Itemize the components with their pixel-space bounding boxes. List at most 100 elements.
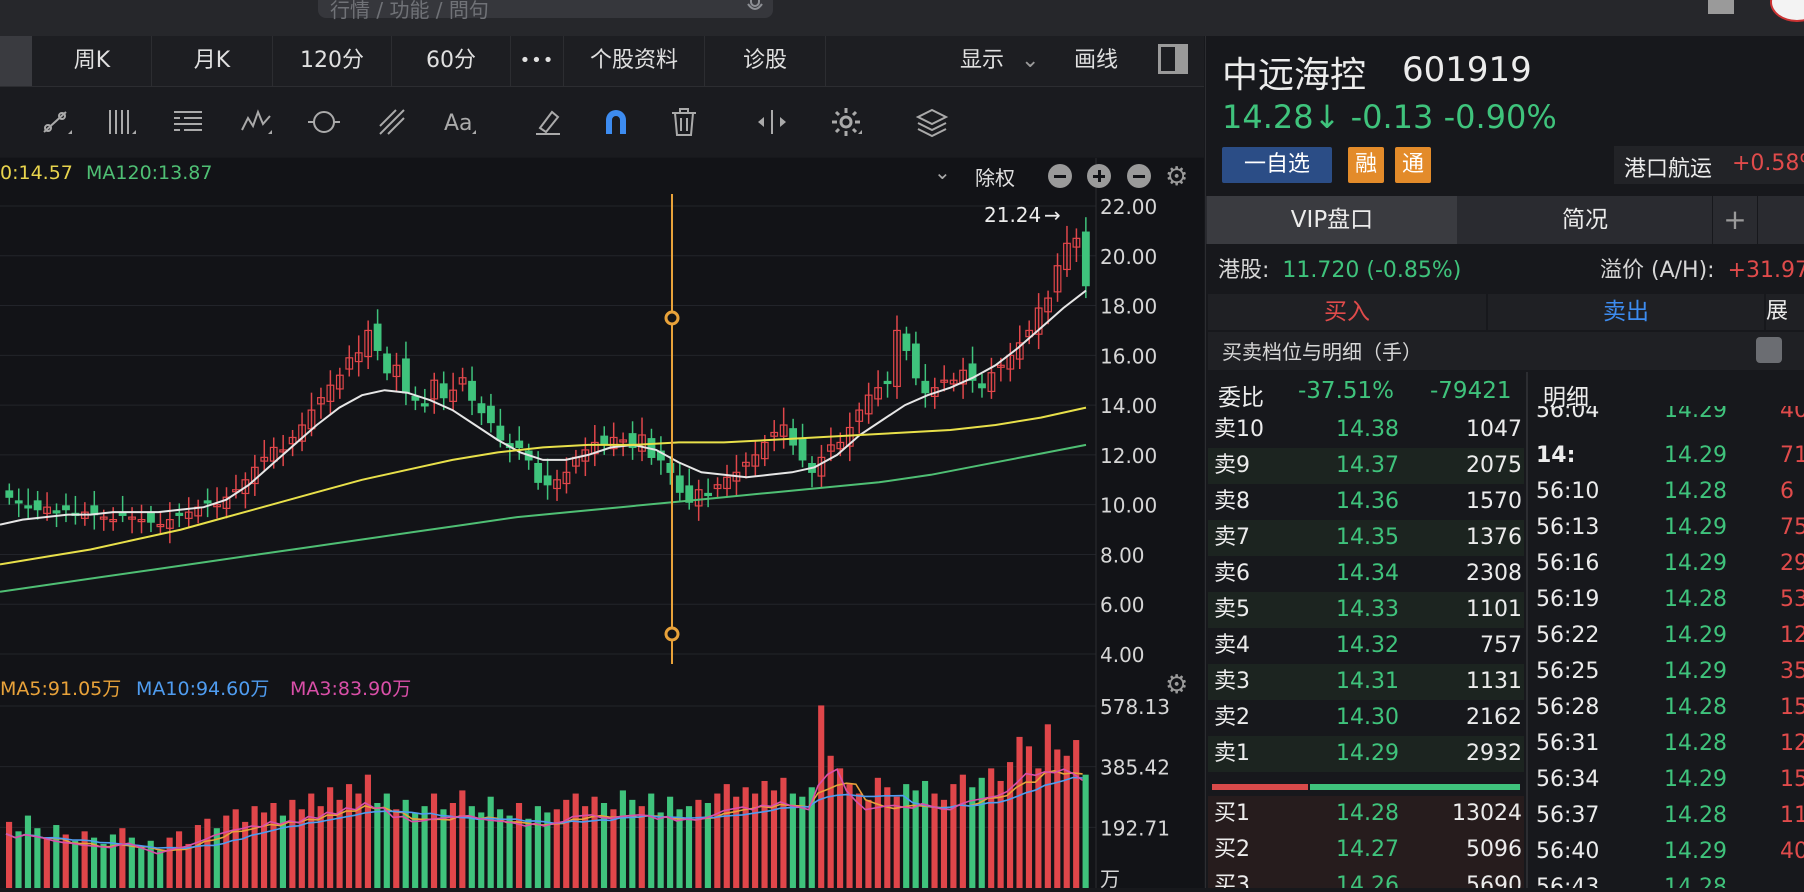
- tab-overview[interactable]: 简况: [1562, 207, 1608, 233]
- fibonacci-tool-icon[interactable]: [372, 104, 412, 140]
- display-dropdown[interactable]: 显示 ⌄: [960, 36, 1039, 86]
- magnet-icon[interactable]: [596, 104, 636, 140]
- ask-price: 14.30: [1336, 705, 1399, 730]
- eraser-icon[interactable]: [528, 104, 568, 140]
- volume-bar: [591, 796, 598, 888]
- volume-bar: [289, 799, 296, 888]
- ask-row[interactable]: 卖1 14.29 2932: [1208, 736, 1524, 772]
- ask-row[interactable]: 卖5 14.33 1101: [1208, 592, 1524, 628]
- price-axis-label: 14.00: [1100, 394, 1157, 418]
- candle-body: [940, 379, 949, 383]
- detail-price: 14.29: [1664, 839, 1727, 864]
- tab-120min[interactable]: 120分: [273, 36, 392, 86]
- kline-chart-svg[interactable]: 22.00 20.00 18.00 16.00 14.00 12.00 10.00 8.00 6…: [0, 158, 1204, 667]
- kline-chart[interactable]: 22.00 20.00 18.00 16.00 14.00 12.00 10.00 8.00 6…: [0, 158, 1204, 667]
- add-watchlist-button[interactable]: 一自选: [1222, 147, 1332, 183]
- zoom-out-icon[interactable]: [1048, 164, 1072, 188]
- margin-tag[interactable]: 融: [1348, 147, 1384, 183]
- search-box[interactable]: [318, 0, 773, 18]
- volume-bar: [506, 815, 513, 888]
- add-tab-button[interactable]: +: [1712, 196, 1758, 244]
- volume-bar: [827, 755, 834, 888]
- sector-name[interactable]: 港口航运: [1624, 157, 1713, 182]
- vertical-lines-tool-icon[interactable]: [100, 104, 140, 140]
- bid-row[interactable]: 买3 14.26 5690: [1208, 868, 1524, 888]
- ex-rights-dropdown[interactable]: 除权: [975, 166, 1015, 190]
- volume-bar: [553, 809, 560, 888]
- window-square-icon[interactable]: [1708, 0, 1734, 14]
- collapse-icon[interactable]: [1127, 164, 1151, 188]
- volume-bar: [1082, 774, 1089, 888]
- detail-time: 56:28: [1536, 695, 1600, 720]
- ma-line-green: [0, 443, 1087, 593]
- wave-tool-icon[interactable]: [236, 104, 276, 140]
- candle-body: [817, 456, 826, 477]
- candle-body: [1025, 329, 1034, 338]
- ask-row[interactable]: 卖3 14.31 1131: [1208, 664, 1524, 700]
- expand-button[interactable]: 展: [1766, 294, 1804, 330]
- vol-ma5-legend: MA5:91.05万: [0, 678, 122, 700]
- connect-tag[interactable]: 通: [1395, 147, 1431, 183]
- zoom-in-icon[interactable]: [1087, 164, 1111, 188]
- cycle-tool-icon[interactable]: [304, 104, 344, 140]
- period-tab-bar: [0, 36, 1204, 87]
- volume-bar: [780, 777, 787, 888]
- trend-line-tool-icon[interactable]: [36, 104, 76, 140]
- tab-day-k-partial[interactable]: [0, 36, 32, 86]
- volume-bar: [317, 806, 324, 888]
- volume-bar: [761, 780, 768, 888]
- search-input[interactable]: 行情 / 功能 / 問句: [330, 0, 489, 22]
- sector-box[interactable]: [1614, 146, 1804, 184]
- premium-label: 溢价 (A/H):: [1600, 258, 1715, 283]
- layout-panel-icon[interactable]: [1158, 44, 1188, 74]
- candle-body: [1006, 354, 1015, 370]
- ask-row[interactable]: 卖9 14.37 2075: [1208, 448, 1524, 484]
- trash-icon[interactable]: [664, 104, 704, 140]
- more-periods-button[interactable]: •••: [511, 36, 564, 86]
- candle-body: [345, 357, 354, 370]
- gold-icon[interactable]: [1756, 337, 1782, 363]
- volume-bar: [799, 796, 806, 888]
- tab-month-k[interactable]: 月K: [152, 36, 273, 86]
- ratio-row: 委比: [1218, 378, 1264, 412]
- tab-diagnose[interactable]: 诊股: [705, 36, 826, 86]
- detail-price: 14.28: [1664, 731, 1727, 756]
- detail-time: 56:40: [1536, 839, 1600, 864]
- ask-row[interactable]: 卖7 14.35 1376: [1208, 520, 1524, 556]
- tab-vip-orderbook[interactable]: VIP盘口: [1207, 196, 1457, 244]
- microphone-icon[interactable]: [744, 0, 766, 16]
- volume-settings-icon[interactable]: ⚙: [1165, 670, 1189, 700]
- detail-price: 14.29: [1664, 767, 1727, 792]
- text-tool-icon[interactable]: Aa: [440, 104, 480, 140]
- tab-stock-profile[interactable]: 个股资料: [564, 36, 705, 86]
- chart-settings-icon[interactable]: ⚙: [1165, 162, 1189, 192]
- bid-row[interactable]: 买1 14.28 13024: [1208, 796, 1524, 832]
- gear-icon[interactable]: [826, 104, 866, 140]
- ask-row[interactable]: 卖6 14.34 2308: [1208, 556, 1524, 592]
- volume-bar: [969, 787, 976, 888]
- draw-line-button[interactable]: 画线: [1074, 48, 1119, 73]
- candle-body: [468, 380, 476, 401]
- text-lines-tool-icon[interactable]: [168, 104, 208, 140]
- ratio-pct: -37.51%: [1298, 378, 1394, 404]
- tab-week-k[interactable]: 周K: [33, 36, 152, 86]
- ask-row[interactable]: 卖2 14.30 2162: [1208, 700, 1524, 736]
- detail-row: 56:10 14.28 6: [1532, 474, 1804, 510]
- buy-button[interactable]: 买入: [1208, 294, 1486, 330]
- ask-row[interactable]: 卖8 14.36 1570: [1208, 484, 1524, 520]
- ask-volume: 1047: [1466, 417, 1522, 442]
- candle-body: [5, 490, 14, 498]
- volume-chart-svg[interactable]: 578.13 385.42 192.71 万: [0, 664, 1204, 891]
- tab-60min[interactable]: 60分: [392, 36, 511, 86]
- sell-button[interactable]: 卖出: [1488, 294, 1764, 330]
- candle-body: [836, 441, 845, 450]
- volume-chart[interactable]: 578.13 385.42 192.71 万: [0, 664, 1204, 891]
- ask-row[interactable]: 卖10 14.38 1047: [1208, 412, 1524, 448]
- chevron-down-icon[interactable]: ⌄: [934, 160, 951, 184]
- detail-price: 14.28: [1664, 479, 1727, 504]
- layers-icon[interactable]: [912, 104, 952, 140]
- bid-row[interactable]: 买2 14.27 5096: [1208, 832, 1524, 868]
- ask-row[interactable]: 卖4 14.32 757: [1208, 628, 1524, 664]
- volume-bar: [742, 787, 749, 888]
- expand-horizontal-icon[interactable]: [752, 104, 792, 140]
